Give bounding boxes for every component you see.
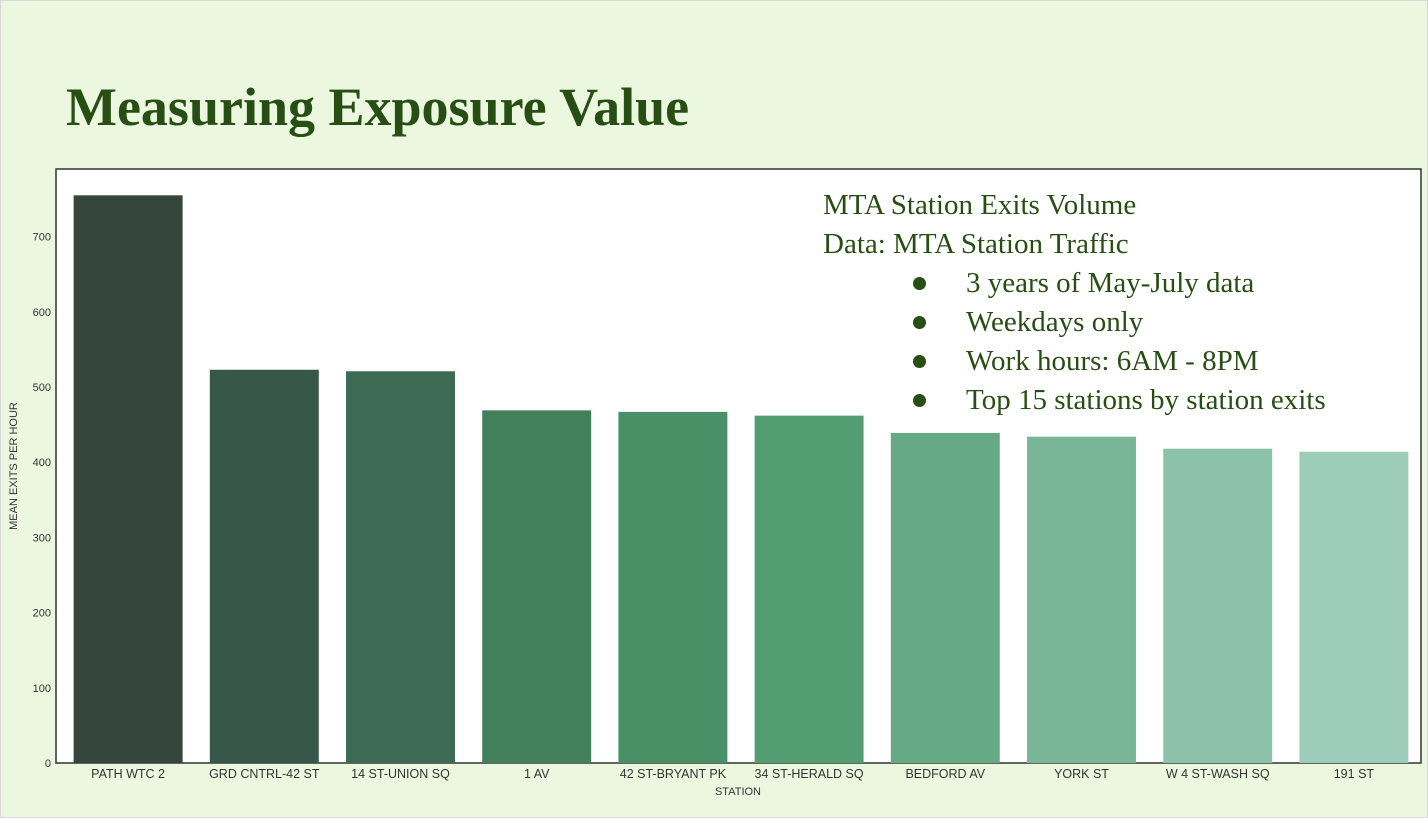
y-tick-label: 400 <box>33 457 51 469</box>
chart-annotation: MTA Station Exits Volume Data: MTA Stati… <box>823 186 1326 420</box>
y-axis-label: MEAN EXITS PER HOUR <box>8 402 20 530</box>
bar <box>1299 451 1409 763</box>
x-tick-label: YORK ST <box>1054 767 1109 781</box>
bar <box>1163 448 1273 763</box>
bar <box>482 410 592 763</box>
bar <box>754 415 864 763</box>
bar <box>209 369 319 763</box>
x-tick-label: BEDFORD AV <box>905 767 985 781</box>
bullet-dot-icon <box>913 277 926 290</box>
y-tick-label: 100 <box>33 683 51 695</box>
bullet-dot-icon <box>913 355 926 368</box>
bar <box>618 411 728 763</box>
annotation-bullet: Top 15 stations by station exits <box>823 381 1326 420</box>
bullet-text: 3 years of May-July data <box>966 267 1255 299</box>
x-tick-label: W 4 ST-WASH SQ <box>1166 767 1270 781</box>
x-tick-label: GRD CNTRL-42 ST <box>209 767 320 781</box>
y-tick-label: 0 <box>45 758 51 770</box>
annotation-bullet: Work hours: 6AM - 8PM <box>823 342 1326 381</box>
bar-chart: 0 100 200 300 400 500 600 700 PATH WTC 2 GRD CNT… <box>8 168 1422 798</box>
bar <box>1027 436 1136 763</box>
slide-title: Measuring Exposure Value <box>66 77 690 137</box>
annotation-source: Data: MTA Station Traffic <box>823 228 1129 260</box>
x-tick-label: 1 AV <box>524 767 550 781</box>
bullet-text: Work hours: 6AM - 8PM <box>966 345 1259 377</box>
annotation-bullet: Weekdays only <box>823 303 1326 342</box>
x-tick-label: 14 ST-UNION SQ <box>351 767 450 781</box>
bullet-dot-icon <box>913 394 926 407</box>
y-tick-label: 300 <box>33 532 51 544</box>
x-tick-label: 34 ST-HERALD SQ <box>755 767 864 781</box>
annotation-bullet-list: 3 years of May-July data Weekdays only W… <box>823 264 1326 420</box>
y-tick-label: 600 <box>33 307 51 319</box>
y-tick-label: 700 <box>33 232 51 244</box>
y-tick-label: 500 <box>33 382 51 394</box>
annotation-bullet: 3 years of May-July data <box>823 264 1326 303</box>
x-axis-label: STATION <box>715 786 761 798</box>
bar <box>890 432 1000 763</box>
bar <box>346 371 455 763</box>
x-tick-label: 191 ST <box>1334 767 1375 781</box>
bullet-text: Top 15 stations by station exits <box>966 384 1326 416</box>
bullet-dot-icon <box>913 316 926 329</box>
x-tick-label: 42 ST-BRYANT PK <box>620 767 727 781</box>
annotation-heading: MTA Station Exits Volume <box>823 189 1137 221</box>
y-tick-label: 200 <box>33 608 51 620</box>
bullet-text: Weekdays only <box>966 306 1144 338</box>
x-tick-label: PATH WTC 2 <box>91 767 165 781</box>
bar <box>73 195 183 763</box>
